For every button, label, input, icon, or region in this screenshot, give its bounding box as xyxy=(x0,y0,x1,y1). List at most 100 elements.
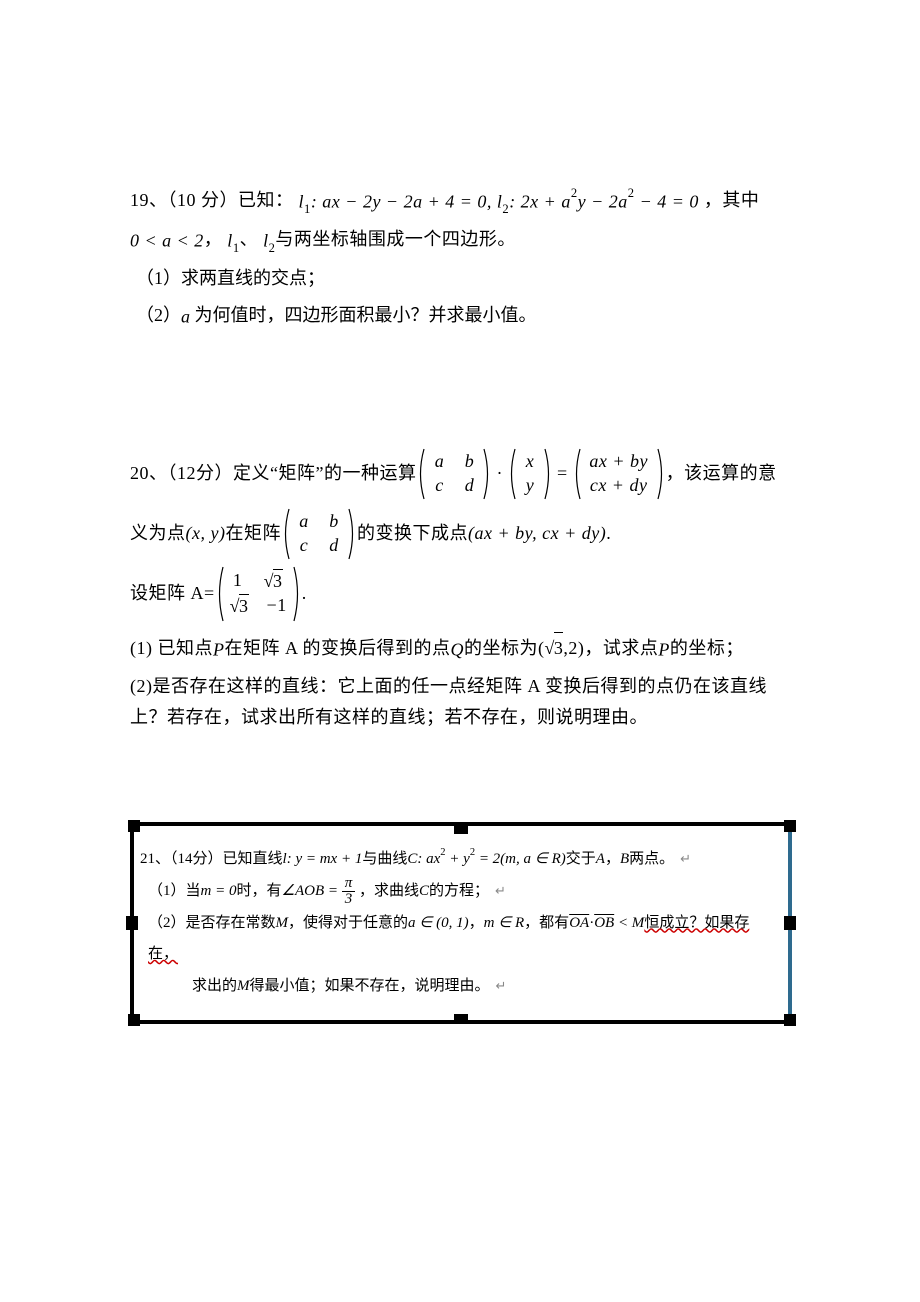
lparen-icon xyxy=(281,508,291,560)
p19-cond: 0 < a < 2 xyxy=(130,231,204,251)
p19-ia: 、（ xyxy=(149,190,177,210)
p19-q2a: （2） xyxy=(136,305,181,325)
p21-q1d: 的方程； xyxy=(429,883,489,899)
p21-number: 21 xyxy=(140,851,155,867)
mc-b: b xyxy=(461,450,477,473)
lparen-icon xyxy=(416,448,426,500)
p21-line1: 21、（14分）已知直线l: y = mx + 1与曲线C: ax2 + y2 … xyxy=(140,844,778,876)
p21-q1: （1）当m = 0时，有∠AOB = π3 ，求曲线C的方程；↵ xyxy=(148,876,778,908)
p21-q1-C: C xyxy=(419,883,429,899)
p20-points: 12 xyxy=(177,458,196,489)
p20-pres: (ax + by, cx + dy) xyxy=(468,518,606,549)
p21-q2-ain: a ∈ (0, 1) xyxy=(408,915,469,931)
matrix-abcd-2: ab cd xyxy=(281,508,357,560)
handle-icon xyxy=(784,820,796,832)
p19-sup2a: 2 xyxy=(571,186,578,200)
p20-line2: 义为点(x, y)在矩阵 ab cd 的变换下成点(ax + by, cx + … xyxy=(130,508,792,560)
p19-sup2b: 2 xyxy=(628,186,635,200)
p21-Ceq3: = 2(m, a ∈ R) xyxy=(475,851,566,867)
matrix-abcd: ab cd xyxy=(416,448,492,500)
p20-q2: (2)是否存在这样的直线：它上面的任一点经矩阵 A 变换后得到的点仍在该直线上？… xyxy=(130,671,792,732)
p19-tail2: 与两坐标轴围成一个四边形。 xyxy=(275,229,516,249)
mA22: −1 xyxy=(267,594,287,618)
p20-q1d: ，试求点 xyxy=(584,638,658,658)
lparen-icon xyxy=(572,448,582,500)
p21-B: B xyxy=(620,851,629,867)
rparen-icon xyxy=(543,448,553,500)
vy: y xyxy=(522,474,538,497)
handle-icon xyxy=(126,916,138,930)
p19-l2-sub: 2 xyxy=(502,202,509,216)
p19-points: 10 xyxy=(177,190,196,210)
p21-q2a: （2）是否存在常数 xyxy=(148,915,276,931)
matrix-A: 1 √3 √3 −1 xyxy=(215,566,302,622)
p20-eq: = xyxy=(557,458,568,489)
frac-num: π xyxy=(342,876,356,892)
vr1: ax + by xyxy=(587,450,651,473)
p19-l2-sub2: 2 xyxy=(269,241,276,255)
crlf-icon: ↵ xyxy=(495,877,506,904)
p20-q1e: 的坐标； xyxy=(670,638,744,658)
p20-l2a: 义为点 xyxy=(130,518,186,549)
p20-ib: 分）定义“矩阵”的一种运算 xyxy=(196,458,416,489)
handle-icon xyxy=(784,916,796,930)
vx: x xyxy=(522,450,538,473)
p20-l2b: 在矩阵 xyxy=(225,518,281,549)
mc-b2: b xyxy=(326,510,342,533)
p19-sep1: ， xyxy=(204,229,223,249)
p19-l2-label2: l xyxy=(263,231,269,251)
p21-q2-OB: OB xyxy=(594,915,614,931)
p19-q1: （1）求两直线的交点； xyxy=(136,263,792,294)
vr2: cx + dy xyxy=(587,474,651,497)
mA11: 1 xyxy=(230,569,246,593)
vec-result: ax + by cx + dy xyxy=(572,448,666,500)
p21-q2c: ， xyxy=(469,915,484,931)
p21-Ceq: : ax xyxy=(417,851,440,867)
mA12: √3 xyxy=(264,569,283,593)
p19-l2-eq1: : 2x + a xyxy=(509,192,571,212)
p19-l2-eq3: − 4 = 0 xyxy=(635,192,699,212)
gap-19-20 xyxy=(130,338,792,448)
p21-q2b: ，使得对于任意的 xyxy=(288,915,408,931)
p20-q1a: (1) 已知点 xyxy=(130,638,213,658)
p20-q1-Q: Q xyxy=(451,639,465,659)
p20-q1: (1) 已知点P在矩阵 A 的变换后得到的点Q的坐标为(√3,2)，试求点P的坐… xyxy=(130,632,792,665)
p21-q2-line2: 求出的M得最小值；如果不存在，说明理由。↵ xyxy=(192,971,778,1003)
p19-number: 19 xyxy=(130,190,149,210)
mc-a: a xyxy=(431,450,447,473)
p19-l1-sub2: 1 xyxy=(233,241,240,255)
p21-q2-OA: OA xyxy=(569,915,589,931)
p21-tail: 交于 xyxy=(566,851,596,867)
rparen-icon xyxy=(656,448,666,500)
p21-C: C xyxy=(407,851,417,867)
p20-l2c: 的变换下成点 xyxy=(357,518,468,549)
p20-number: 20 xyxy=(130,458,149,489)
p19-line1: 19、（10 分）已知： l1: ax − 2y − 2a + 4 = 0, l… xyxy=(130,185,792,218)
p19-l1-eq: : ax − 2y − 2a + 4 = 0, xyxy=(311,192,492,212)
crlf-icon: ↵ xyxy=(496,972,507,999)
p21-q2f: 得最小值；如果不存在，说明理由。 xyxy=(250,978,490,994)
p21-and: 与曲线 xyxy=(362,851,407,867)
handle-icon xyxy=(128,1014,140,1026)
mc-c: c xyxy=(431,474,447,497)
p20-pxy: (x, y) xyxy=(186,518,226,549)
mA21: √3 xyxy=(230,594,249,618)
p21-ib: 分）已知直线 xyxy=(193,851,283,867)
mc-d: d xyxy=(461,474,477,497)
p20-l3tail: . xyxy=(302,578,307,609)
problem-21-box: 21、（14分）已知直线l: y = mx + 1与曲线C: ax2 + y2 … xyxy=(130,822,792,1024)
p21-leq: : y = mx + 1 xyxy=(287,851,363,867)
p19-l2-eq2: y − 2a xyxy=(578,192,628,212)
mc-c2: c xyxy=(296,534,312,557)
frac-pi-3: π3 xyxy=(342,876,356,907)
gap-20-21 xyxy=(130,738,792,822)
p20-period: . xyxy=(606,518,611,549)
p19-and: 、 xyxy=(240,229,259,249)
p21-Ceq2: + y xyxy=(446,851,470,867)
p21-q1a: （1）当 xyxy=(148,883,201,899)
mc-d2: d xyxy=(326,534,342,557)
p21-q2d: ，都有 xyxy=(524,915,569,931)
p20-q1-P2: P xyxy=(658,639,670,659)
p19-line2: 0 < a < 2， l1、 l2与两坐标轴围成一个四边形。 xyxy=(130,224,792,257)
lparen-icon xyxy=(215,566,225,622)
